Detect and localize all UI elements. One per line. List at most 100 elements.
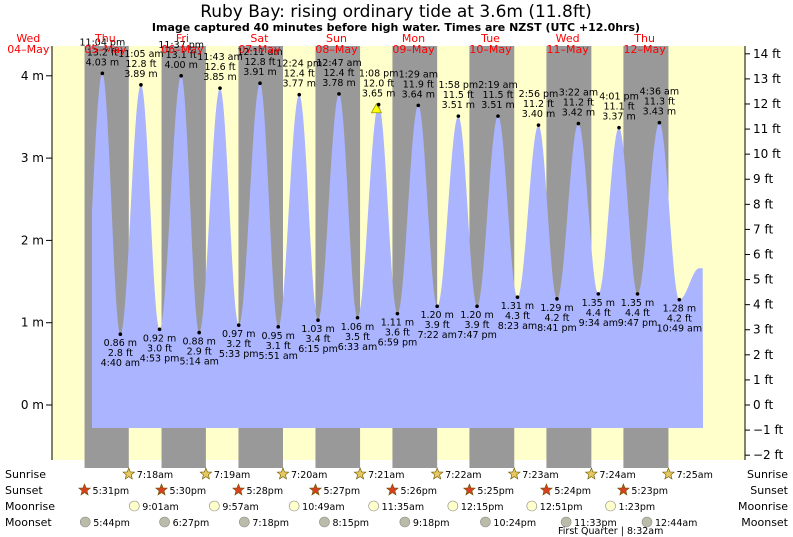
sunrise-icon	[507, 467, 521, 480]
day-date-label: 04–May	[7, 43, 50, 56]
tide-ft-label: 13.1 ft	[166, 50, 197, 61]
tide-time-label: 8:41 pm	[537, 323, 577, 334]
tide-time-label: 11:05 am	[118, 49, 163, 60]
moonrise-row-label-left: Moonrise	[5, 500, 55, 513]
tide-time-label: 1:58 pm	[439, 80, 479, 91]
sunrise-time: 7:23am	[522, 470, 558, 481]
tide-m-label: 3.51 m	[481, 100, 514, 111]
sunrise-icon	[430, 467, 444, 480]
sunset-icon	[155, 483, 168, 496]
moonset-icon	[239, 516, 250, 528]
night-band-tail	[315, 460, 361, 468]
day-name-label: Sat	[250, 32, 269, 45]
tide-ft-label: 3.0 ft	[147, 343, 172, 354]
tide-point	[416, 103, 421, 108]
tide-ft-label: 3.9 ft	[465, 320, 490, 331]
tide-point	[635, 292, 640, 296]
tide-time-label: 5:14 am	[179, 357, 218, 368]
sunset-time: 5:25pm	[477, 486, 514, 497]
tide-m-label: 1.31 m	[501, 301, 534, 312]
sunrise-time: 7:24am	[599, 470, 635, 481]
header: Ruby Bay: rising ordinary tide at 3.6m (…	[152, 2, 640, 34]
sunrise-icon	[122, 467, 136, 480]
tide-time-label: 5:51 am	[258, 351, 297, 362]
tide-point	[435, 304, 439, 309]
moonset-time: 12:44am	[655, 518, 697, 529]
chart-subtitle: Image captured 40 minutes before high wa…	[152, 21, 640, 34]
moonrise-time: 12:51pm	[540, 502, 583, 513]
moonrise-icon	[129, 500, 140, 512]
night-band-tail	[546, 460, 592, 468]
tide-point	[456, 114, 461, 118]
moonset-row-label-right: Moonset	[741, 516, 788, 529]
day-name-label: Wed	[556, 32, 580, 45]
tide-m-label: 3.91 m	[243, 67, 276, 78]
tide-time-label: 4:53 pm	[140, 353, 180, 364]
tide-point	[276, 325, 281, 329]
tide-area	[92, 73, 703, 429]
tide-time-label: 12:24 pm	[276, 59, 322, 70]
tide-ft-label: 4.4 ft	[586, 308, 611, 319]
sunset-icon	[385, 483, 399, 496]
sunrise-icon	[276, 467, 290, 480]
tide-point	[576, 121, 581, 126]
tide-m-label: 3.85 m	[203, 72, 236, 83]
tide-point	[395, 311, 400, 316]
sunset-time: 5:23pm	[631, 486, 668, 497]
right-tick-label: 12 ft	[753, 97, 781, 111]
tide-time-label: 10:49 am	[657, 324, 702, 335]
tide-time-label: 1:08 pm	[359, 69, 399, 80]
sunset-time: 5:27pm	[323, 486, 360, 497]
tide-point	[197, 330, 201, 335]
tide-point	[236, 323, 241, 327]
moonset-time: 9:18pm	[413, 518, 450, 529]
tide-time-label: 9:47 pm	[618, 318, 658, 329]
moonset-row-label-left: Moonset	[5, 516, 52, 529]
sunset-row-label-right: Sunset	[750, 484, 788, 497]
moonset-icon	[319, 516, 330, 528]
tide-time-label: 1:29 am	[399, 69, 438, 80]
tide-time-label: 2:19 am	[478, 80, 517, 91]
tide-time-label: 11:04 pm	[80, 37, 126, 48]
day-date-label: 12–May	[624, 43, 667, 56]
moonrise-icon	[288, 500, 300, 512]
tide-m-label: 1.35 m	[621, 298, 654, 309]
moon-phase-label: First Quarter | 8:32am	[558, 526, 663, 537]
tide-ft-label: 3.6 ft	[385, 328, 410, 339]
tide-m-label: 0.86 m	[104, 338, 137, 349]
moonrise-icon	[605, 500, 616, 512]
tide-m-label: 0.95 m	[261, 331, 294, 342]
tide-point	[316, 318, 320, 323]
tide-point	[258, 81, 262, 86]
tide-point	[337, 92, 341, 96]
day-date-label: 08–May	[315, 43, 358, 56]
night-band-tail	[392, 460, 438, 468]
sunset-time: 5:26pm	[400, 486, 437, 497]
tide-time-label: 4:40 am	[101, 358, 140, 369]
tide-ft-label: 12.8 ft	[244, 57, 275, 68]
tide-point	[100, 71, 105, 76]
tide-ft-label: 12.4 ft	[323, 68, 354, 79]
tide-point	[118, 332, 123, 337]
tide-ft-label: 3.5 ft	[345, 332, 370, 343]
tide-time-label: 11:37 pm	[158, 40, 204, 51]
tide-m-label: 1.20 m	[420, 310, 453, 321]
tide-time-label: 6:33 am	[338, 342, 377, 353]
moonrise-time: 1:23pm	[619, 502, 656, 513]
right-tick-label: 14 ft	[753, 47, 781, 61]
tide-point	[376, 102, 381, 107]
day-name-label: Fri	[176, 32, 189, 45]
day-date-label: 07–May	[238, 43, 281, 56]
tide-point	[515, 295, 520, 299]
sunset-time: 5:31pm	[93, 486, 130, 497]
tide-m-label: 3.51 m	[442, 100, 475, 111]
right-tick-label: 3 ft	[753, 323, 773, 337]
tide-point	[555, 297, 559, 301]
day-date-label: 09–May	[392, 43, 435, 56]
left-tick-label: 3 m	[21, 151, 44, 165]
tide-m-label: 1.28 m	[663, 304, 696, 315]
tide-ft-label: 11.3 ft	[644, 97, 675, 108]
tide-ft-label: 4.3 ft	[505, 311, 530, 322]
tide-ft-label: 3.4 ft	[306, 334, 331, 345]
moonrise-icon	[447, 500, 459, 512]
